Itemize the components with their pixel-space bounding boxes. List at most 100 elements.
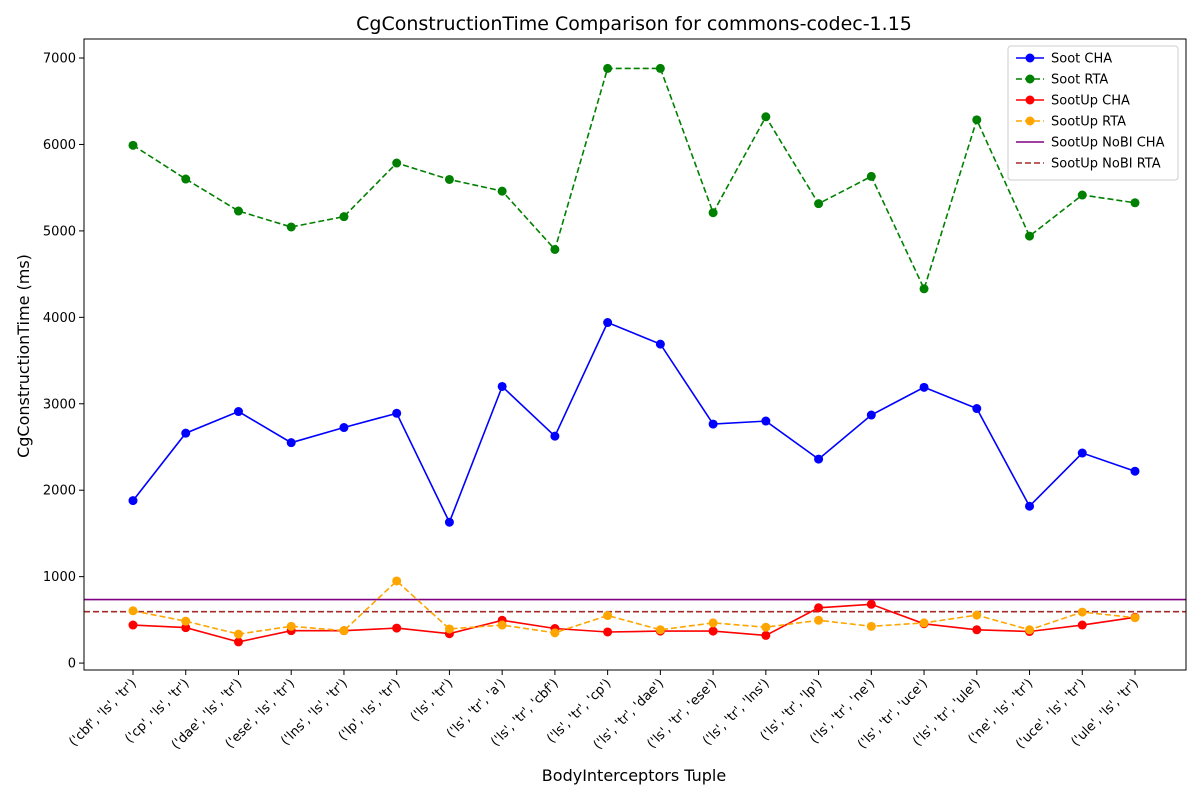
data-point-soot-cha (1077, 448, 1087, 458)
data-point-sootup-cha (814, 603, 824, 613)
data-point-soot-rta (339, 212, 349, 222)
data-point-soot-rta (708, 208, 718, 218)
data-point-sootup-cha (603, 627, 613, 637)
data-point-soot-rta (919, 284, 929, 294)
y-axis-title: CgConstructionTime (ms) (14, 254, 33, 458)
data-point-soot-cha (603, 318, 613, 328)
data-point-sootup-rta (655, 625, 665, 635)
data-point-soot-cha (181, 428, 191, 438)
data-point-sootup-cha (181, 623, 191, 633)
data-point-sootup-rta (919, 618, 929, 628)
legend-marker (1025, 116, 1035, 126)
y-tick-label: 3000 (43, 397, 76, 412)
data-point-sootup-rta (128, 606, 138, 616)
data-point-soot-cha (919, 382, 929, 392)
data-point-soot-rta (655, 63, 665, 73)
data-point-soot-rta (550, 244, 560, 254)
data-point-sootup-rta (339, 626, 349, 636)
data-point-sootup-rta (233, 629, 243, 639)
data-point-soot-cha (392, 408, 402, 418)
data-point-sootup-cha (128, 620, 138, 630)
data-point-sootup-rta (972, 610, 982, 620)
data-point-soot-rta (181, 174, 191, 184)
data-point-sootup-rta (497, 620, 507, 630)
data-point-sootup-cha (392, 623, 402, 633)
data-point-soot-rta (866, 171, 876, 181)
legend-label: SootUp RTA (1051, 115, 1126, 130)
data-point-soot-rta (972, 115, 982, 125)
legend-entry-soot-cha: Soot CHA (1016, 52, 1112, 67)
y-tick-label: 4000 (43, 311, 76, 326)
data-point-sootup-rta (761, 622, 771, 632)
data-point-sootup-rta (814, 615, 824, 625)
data-point-sootup-rta (444, 624, 454, 634)
data-point-soot-rta (814, 199, 824, 209)
data-point-soot-cha (339, 423, 349, 433)
chart-title: CgConstructionTime Comparison for common… (356, 13, 912, 35)
legend-marker (1025, 53, 1035, 63)
legend-entry-sootup-nobi-rta: SootUp NoBI RTA (1016, 157, 1161, 172)
data-point-soot-cha (233, 407, 243, 417)
data-point-sootup-rta (1130, 613, 1140, 623)
data-point-soot-rta (233, 206, 243, 216)
y-tick-label: 5000 (43, 224, 76, 239)
plot-frame (83, 38, 1187, 671)
y-tick-label: 0 (68, 657, 76, 672)
data-point-sootup-cha (866, 599, 876, 609)
legend: Soot CHA Soot RTA SootUp CHA SootUp RTA Soot… (1007, 45, 1179, 181)
data-point-sootup-rta (181, 616, 191, 626)
data-point-soot-cha (814, 454, 824, 464)
data-point-soot-cha (761, 416, 771, 426)
data-point-sootup-rta (603, 611, 613, 621)
data-point-soot-cha (1025, 501, 1035, 511)
series-line-sootup-rta (132, 579, 1136, 635)
legend-label: SootUp CHA (1051, 94, 1130, 109)
series-soot-cha (128, 318, 1140, 527)
data-point-sootup-cha (1077, 620, 1087, 630)
x-axis-title: BodyInterceptors Tuple (542, 766, 726, 785)
y-tick-label: 2000 (43, 484, 76, 499)
series-soot-rta (128, 63, 1140, 294)
legend-marker (1025, 74, 1035, 84)
series-sootup-rta (128, 576, 1140, 639)
data-point-soot-cha (128, 496, 138, 506)
legend-entry-sootup-rta: SootUp RTA (1016, 115, 1126, 130)
data-point-soot-cha (550, 431, 560, 441)
legend-box (1007, 45, 1179, 181)
data-point-soot-cha (444, 517, 454, 527)
data-point-sootup-cha (761, 630, 771, 640)
data-point-soot-cha (866, 410, 876, 420)
series-line-sootup-cha (132, 603, 1136, 643)
data-point-soot-rta (603, 63, 613, 73)
y-axis: 0 1000 2000 3000 4000 5000 6000 7000 (43, 52, 84, 672)
data-point-sootup-cha (708, 626, 718, 636)
legend-label: SootUp NoBI CHA (1051, 136, 1165, 151)
series-layer (128, 63, 1140, 647)
data-point-soot-rta (128, 140, 138, 150)
data-point-soot-cha (708, 419, 718, 429)
data-point-soot-rta (444, 174, 454, 184)
y-tick-label: 6000 (43, 138, 76, 153)
data-point-sootup-rta (286, 621, 296, 631)
data-point-soot-cha (497, 381, 507, 391)
legend-entry-sootup-cha: SootUp CHA (1016, 94, 1130, 109)
data-point-sootup-cha (972, 625, 982, 635)
series-line-soot-cha (132, 321, 1136, 525)
data-point-soot-rta (1025, 231, 1035, 241)
data-point-soot-cha (1130, 466, 1140, 476)
data-point-soot-rta (761, 112, 771, 122)
legend-label: Soot RTA (1051, 73, 1108, 88)
data-point-sootup-rta (1025, 625, 1035, 635)
data-point-soot-cha (655, 339, 665, 349)
reference-lines (84, 598, 1186, 613)
data-point-soot-rta (1130, 198, 1140, 208)
legend-entry-soot-rta: Soot RTA (1016, 73, 1108, 88)
data-point-sootup-rta (1077, 607, 1087, 617)
data-point-sootup-rta (866, 621, 876, 631)
data-point-soot-cha (972, 404, 982, 414)
data-point-sootup-rta (392, 576, 402, 586)
legend-entry-sootup-nobi-cha: SootUp NoBI CHA (1016, 136, 1165, 151)
legend-label: SootUp NoBI RTA (1051, 157, 1161, 172)
